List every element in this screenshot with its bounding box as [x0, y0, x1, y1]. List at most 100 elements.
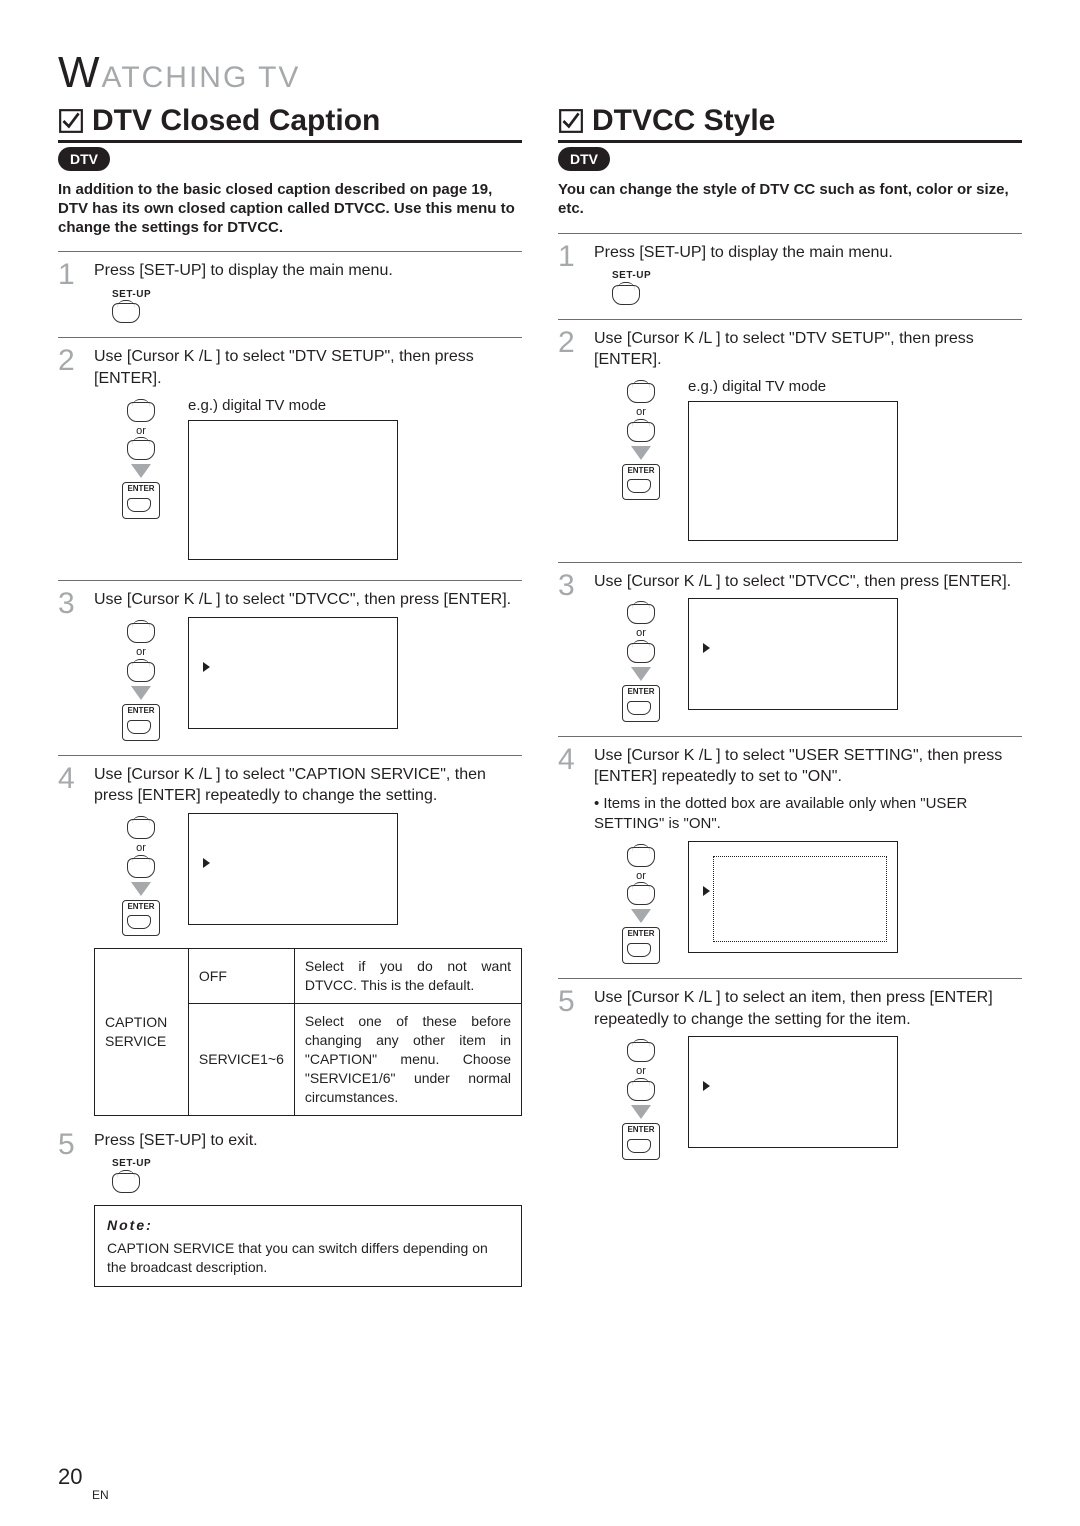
cursor-control-group: or ENTER — [112, 402, 170, 520]
step-text: Press [SET-UP] to exit. — [94, 1132, 258, 1149]
cursor-control-group: or ENTER — [612, 1042, 670, 1160]
table-row: CAPTION SERVICE OFF Select if you do not… — [95, 949, 522, 1004]
remote-button-icon — [627, 885, 655, 905]
or-label: or — [636, 869, 646, 884]
screen-box — [688, 1036, 898, 1148]
step-1-left: 1 Press [SET-UP] to display the main men… — [58, 251, 522, 337]
remote-button-icon — [127, 440, 155, 460]
step-2-left: 2 Use [Cursor K /L ] to select "DTV SETU… — [58, 337, 522, 580]
remote-button-icon — [627, 1042, 655, 1062]
intro-left: In addition to the basic closed caption … — [58, 181, 522, 237]
step-text: Use [Cursor K /L ] to select "DTVCC", th… — [94, 591, 511, 608]
screen-box — [688, 598, 898, 710]
enter-button-frame: ENTER — [122, 900, 159, 937]
intro-right: You can change the style of DTV CC such … — [558, 181, 1022, 219]
step-2-right: 2 Use [Cursor K /L ] to select "DTV SETU… — [558, 319, 1022, 562]
step-3-right: 3 Use [Cursor K /L ] to select "DTVCC", … — [558, 562, 1022, 736]
remote-button-icon — [112, 303, 140, 323]
remote-button-icon — [612, 285, 640, 305]
step-5-left: 5 Press [SET-UP] to exit. SET-UP Note: C… — [58, 1130, 522, 1302]
step-1-right: 1 Press [SET-UP] to display the main men… — [558, 233, 1022, 319]
step-number: 1 — [58, 260, 84, 323]
or-label: or — [636, 405, 646, 420]
triangle-right-icon — [703, 886, 710, 896]
table-cell: Select one of these before changing any … — [294, 1004, 521, 1115]
step-number: 5 — [58, 1130, 84, 1288]
note-box: Note: CAPTION SERVICE that you can switc… — [94, 1205, 522, 1288]
dtv-badge-left: DTV — [58, 147, 110, 171]
setup-label: SET-UP — [112, 288, 522, 302]
step-number: 2 — [58, 346, 84, 566]
table-cell: OFF — [188, 949, 294, 1004]
step-number: 2 — [558, 328, 584, 548]
step-number: 5 — [558, 987, 584, 1160]
step-number: 3 — [58, 589, 84, 740]
note-title: Note: — [107, 1216, 509, 1235]
dotted-region — [713, 856, 887, 942]
remote-button-icon — [627, 383, 655, 403]
step-text: Use [Cursor K /L ] to select "DTV SETUP"… — [594, 330, 974, 369]
remote-button-icon — [112, 1173, 140, 1193]
screen-box — [688, 401, 898, 541]
step-text: Use [Cursor K /L ] to select "USER SETTI… — [594, 747, 1002, 786]
step-text: Press [SET-UP] to display the main menu. — [94, 262, 393, 279]
dtv-badge-right: DTV — [558, 147, 610, 171]
cursor-control-group: or ENTER — [612, 604, 670, 722]
triangle-right-icon — [703, 643, 710, 653]
section-heading-left: DTV Closed Caption — [58, 104, 522, 143]
enter-button-frame: ENTER — [122, 482, 159, 519]
enter-button-frame: ENTER — [122, 704, 159, 741]
triangle-right-icon — [203, 662, 210, 672]
screen-caption: e.g.) digital TV mode — [188, 396, 398, 416]
right-column: DTVCC Style DTV You can change the style… — [558, 104, 1022, 1301]
arrow-down-icon — [631, 667, 651, 681]
enter-button-frame: ENTER — [622, 464, 659, 501]
arrow-down-icon — [631, 446, 651, 460]
remote-button-icon — [627, 847, 655, 867]
step-note: • Items in the dotted box are available … — [594, 794, 1022, 835]
or-label: or — [636, 626, 646, 641]
section-heading-right: DTVCC Style — [558, 104, 1022, 143]
step-number: 4 — [58, 764, 84, 1116]
setup-label: SET-UP — [612, 269, 1022, 283]
remote-button-icon — [127, 402, 155, 422]
step-text: Use [Cursor K /L ] to select "CAPTION SE… — [94, 766, 486, 805]
chapter-rest: ATCHING TV — [102, 61, 301, 94]
arrow-down-icon — [131, 464, 151, 478]
triangle-right-icon — [703, 1081, 710, 1091]
or-label: or — [136, 841, 146, 856]
step-4-right: 4 Use [Cursor K /L ] to select "USER SET… — [558, 736, 1022, 978]
or-label: or — [636, 1064, 646, 1079]
remote-button-icon — [127, 662, 155, 682]
step-text: Press [SET-UP] to display the main menu. — [594, 244, 893, 261]
screen-caption: e.g.) digital TV mode — [688, 377, 898, 397]
cursor-control-group: or ENTER — [112, 623, 170, 741]
arrow-down-icon — [131, 686, 151, 700]
table-cell: Select if you do not want DTVCC. This is… — [294, 949, 521, 1004]
or-label: or — [136, 645, 146, 660]
step-text: Use [Cursor K /L ] to select "DTVCC", th… — [594, 573, 1011, 590]
note-body: CAPTION SERVICE that you can switch diff… — [107, 1239, 509, 1277]
step-number: 3 — [558, 571, 584, 722]
enter-button-frame: ENTER — [622, 1123, 659, 1160]
cursor-control-group: or ENTER — [112, 819, 170, 937]
chapter-title: WATCHING TV — [58, 48, 1022, 98]
arrow-down-icon — [631, 1105, 651, 1119]
remote-button-icon — [627, 1081, 655, 1101]
arrow-down-icon — [131, 882, 151, 896]
step-number: 1 — [558, 242, 584, 305]
page-lang: EN — [92, 1488, 109, 1502]
step-text: Use [Cursor K /L ] to select an item, th… — [594, 989, 993, 1028]
step-number: 4 — [558, 745, 584, 964]
cursor-control-group: or ENTER — [612, 847, 670, 965]
step-text: Use [Cursor K /L ] to select "DTV SETUP"… — [94, 348, 474, 387]
remote-button-icon — [627, 604, 655, 624]
screen-box-dotted — [688, 841, 898, 953]
remote-button-icon — [627, 643, 655, 663]
table-cell: SERVICE1~6 — [188, 1004, 294, 1115]
remote-button-icon — [627, 422, 655, 442]
caption-service-table: CAPTION SERVICE OFF Select if you do not… — [94, 948, 522, 1115]
page-number: 20 — [58, 1464, 82, 1490]
two-column-layout: DTV Closed Caption DTV In addition to th… — [58, 104, 1022, 1301]
or-label: or — [136, 424, 146, 439]
